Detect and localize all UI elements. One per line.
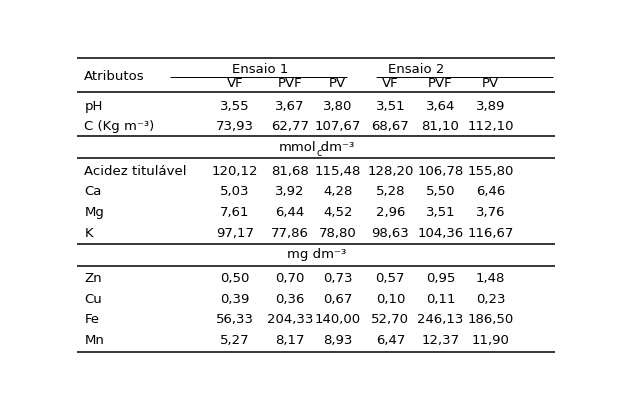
Text: pH: pH bbox=[85, 100, 102, 113]
Text: c: c bbox=[317, 149, 321, 158]
Text: 5,03: 5,03 bbox=[220, 185, 250, 198]
Text: 186,50: 186,50 bbox=[468, 313, 514, 327]
Text: Atributos: Atributos bbox=[85, 70, 145, 83]
Text: K: K bbox=[85, 227, 93, 240]
Text: Cu: Cu bbox=[85, 292, 102, 306]
Text: 6,44: 6,44 bbox=[275, 206, 305, 219]
Text: 0,11: 0,11 bbox=[426, 292, 455, 306]
Text: VF: VF bbox=[226, 77, 243, 90]
Text: 112,10: 112,10 bbox=[468, 120, 514, 133]
Text: 116,67: 116,67 bbox=[468, 227, 514, 240]
Text: 0,39: 0,39 bbox=[220, 292, 250, 306]
Text: 0,36: 0,36 bbox=[275, 292, 305, 306]
Text: 4,52: 4,52 bbox=[323, 206, 352, 219]
Text: 0,10: 0,10 bbox=[376, 292, 405, 306]
Text: 8,93: 8,93 bbox=[323, 334, 352, 347]
Text: 0,67: 0,67 bbox=[323, 292, 352, 306]
Text: 128,20: 128,20 bbox=[367, 164, 413, 178]
Text: 5,50: 5,50 bbox=[426, 185, 455, 198]
Text: 97,17: 97,17 bbox=[216, 227, 254, 240]
Text: mmol: mmol bbox=[279, 141, 317, 154]
Text: 5,27: 5,27 bbox=[220, 334, 250, 347]
Text: 3,76: 3,76 bbox=[476, 206, 505, 219]
Text: 68,67: 68,67 bbox=[371, 120, 409, 133]
Text: 81,68: 81,68 bbox=[271, 164, 308, 178]
Text: 3,64: 3,64 bbox=[426, 100, 455, 113]
Text: 3,51: 3,51 bbox=[376, 100, 405, 113]
Text: Fe: Fe bbox=[85, 313, 99, 327]
Text: 0,70: 0,70 bbox=[275, 272, 305, 285]
Text: 3,67: 3,67 bbox=[275, 100, 305, 113]
Text: 4,28: 4,28 bbox=[323, 185, 352, 198]
Text: Mn: Mn bbox=[85, 334, 104, 347]
Text: PV: PV bbox=[482, 77, 499, 90]
Text: Zn: Zn bbox=[85, 272, 102, 285]
Text: C (Kg m⁻³): C (Kg m⁻³) bbox=[85, 120, 154, 133]
Text: 104,36: 104,36 bbox=[418, 227, 463, 240]
Text: 155,80: 155,80 bbox=[468, 164, 514, 178]
Text: 5,28: 5,28 bbox=[376, 185, 405, 198]
Text: 0,57: 0,57 bbox=[376, 272, 405, 285]
Text: 56,33: 56,33 bbox=[216, 313, 254, 327]
Text: 3,80: 3,80 bbox=[323, 100, 352, 113]
Text: 62,77: 62,77 bbox=[271, 120, 309, 133]
Text: 1,48: 1,48 bbox=[476, 272, 505, 285]
Text: mg dm⁻³: mg dm⁻³ bbox=[286, 248, 346, 261]
Text: dm⁻³: dm⁻³ bbox=[318, 141, 354, 154]
Text: 107,67: 107,67 bbox=[315, 120, 361, 133]
Text: 3,55: 3,55 bbox=[220, 100, 250, 113]
Text: 8,17: 8,17 bbox=[275, 334, 305, 347]
Text: PV: PV bbox=[329, 77, 346, 90]
Text: 0,73: 0,73 bbox=[323, 272, 352, 285]
Text: 81,10: 81,10 bbox=[421, 120, 460, 133]
Text: 120,12: 120,12 bbox=[212, 164, 258, 178]
Text: PVF: PVF bbox=[428, 77, 453, 90]
Text: 246,13: 246,13 bbox=[417, 313, 464, 327]
Text: 6,46: 6,46 bbox=[476, 185, 505, 198]
Text: 77,86: 77,86 bbox=[271, 227, 309, 240]
Text: Ca: Ca bbox=[85, 185, 102, 198]
Text: 0,95: 0,95 bbox=[426, 272, 455, 285]
Text: 2,96: 2,96 bbox=[376, 206, 405, 219]
Text: 3,89: 3,89 bbox=[476, 100, 505, 113]
Text: 3,92: 3,92 bbox=[275, 185, 305, 198]
Text: Ensaio 1: Ensaio 1 bbox=[232, 63, 289, 76]
Text: 52,70: 52,70 bbox=[371, 313, 409, 327]
Text: 204,33: 204,33 bbox=[267, 313, 313, 327]
Text: 6,47: 6,47 bbox=[376, 334, 405, 347]
Text: PVF: PVF bbox=[278, 77, 302, 90]
Text: 106,78: 106,78 bbox=[418, 164, 463, 178]
Text: 7,61: 7,61 bbox=[220, 206, 250, 219]
Text: 12,37: 12,37 bbox=[421, 334, 460, 347]
Text: VF: VF bbox=[382, 77, 399, 90]
Text: 78,80: 78,80 bbox=[319, 227, 357, 240]
Text: 3,51: 3,51 bbox=[426, 206, 455, 219]
Text: 0,23: 0,23 bbox=[476, 292, 505, 306]
Text: 73,93: 73,93 bbox=[216, 120, 254, 133]
Text: 140,00: 140,00 bbox=[315, 313, 361, 327]
Text: Mg: Mg bbox=[85, 206, 104, 219]
Text: 98,63: 98,63 bbox=[371, 227, 409, 240]
Text: Ensaio 2: Ensaio 2 bbox=[389, 63, 445, 76]
Text: 0,50: 0,50 bbox=[220, 272, 250, 285]
Text: Acidez titulável: Acidez titulável bbox=[85, 164, 187, 178]
Text: 11,90: 11,90 bbox=[472, 334, 510, 347]
Text: 115,48: 115,48 bbox=[315, 164, 361, 178]
